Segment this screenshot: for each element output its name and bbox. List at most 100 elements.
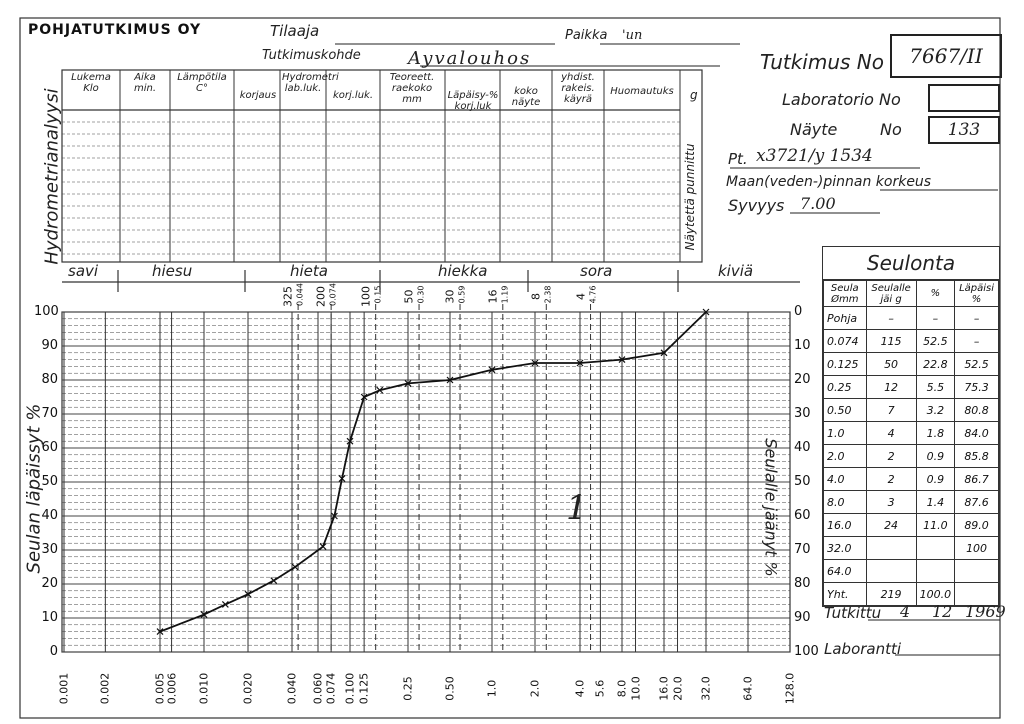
y-left-tick: 30 xyxy=(41,542,58,557)
tested-year: 1969 xyxy=(965,602,1006,621)
top-sieve-label: 30 xyxy=(443,289,457,304)
study-subject-label: Tutkimuskohde xyxy=(262,48,361,63)
sieve-cell: 219 xyxy=(865,582,917,606)
y-left-tick: 20 xyxy=(41,576,58,591)
grain-size-curve xyxy=(159,311,707,633)
x-tick: 0.060 xyxy=(311,672,325,705)
sieve-row: Yht. 219 100.0 xyxy=(823,582,999,606)
sieve-cell: – xyxy=(865,306,917,330)
sieve-cell: 4 xyxy=(865,421,917,445)
sieve-cell: 64.0 xyxy=(823,559,867,583)
top-sieve-label: 16 xyxy=(486,289,500,304)
sieve-cell: 86.7 xyxy=(954,467,999,491)
depth-value: 7.00 xyxy=(800,194,836,213)
curve-point xyxy=(221,600,229,608)
hydrometer-col-header: Lämpötila C° xyxy=(177,72,227,94)
sieve-row: 32.0 100 xyxy=(823,536,999,560)
x-tick: 0.001 xyxy=(57,672,71,705)
hydrometer-col-header: koko näyte xyxy=(511,86,541,108)
lab-label: Laborantti xyxy=(824,640,902,658)
y-left-tick: 100 xyxy=(34,304,59,319)
sieve-cell: 22.8 xyxy=(915,352,956,376)
sieve-cell: 2.0 xyxy=(823,444,867,468)
sieve-cell: 2 xyxy=(865,467,917,491)
sieve-cell: 75.3 xyxy=(954,375,999,399)
sieve-cell: 11.0 xyxy=(915,513,956,537)
top-sieve-label: 50 xyxy=(402,289,416,304)
y-right-tick: 60 xyxy=(794,508,811,523)
x-tick: 0.25 xyxy=(401,676,415,701)
y-left-tick: 0 xyxy=(49,644,58,659)
chart-annotation: 1 xyxy=(566,488,588,528)
curve-point xyxy=(291,563,299,571)
top-sieve-label: 200 xyxy=(314,286,328,307)
lab-no-label: Laboratorio No xyxy=(782,90,901,109)
hydrometer-frame xyxy=(61,69,703,263)
sieve-cell: 5.5 xyxy=(915,375,956,399)
sieve-cell: 1.8 xyxy=(915,421,956,445)
sieve-cell: 24 xyxy=(865,513,917,537)
x-tick: 0.020 xyxy=(241,672,255,705)
y-right-title: Seulalle jäänyt % xyxy=(761,438,781,577)
sieve-cell: 3.2 xyxy=(915,398,956,422)
curve-point xyxy=(244,590,252,598)
sieve-cell: 0.25 xyxy=(823,375,867,399)
hydrometer-col-header: Lukema Klo xyxy=(71,72,111,94)
curve-point xyxy=(360,393,368,401)
form-border xyxy=(19,17,1001,719)
sieve-cell: – xyxy=(954,329,999,353)
x-tick: 0.002 xyxy=(98,672,112,705)
y-right-tick: 90 xyxy=(794,610,811,625)
sieve-table-title: Seulonta xyxy=(823,247,999,280)
hydrometer-side-title: Hydrometrianalyysi xyxy=(41,88,63,265)
weighed-unit: g xyxy=(690,88,698,102)
y-left-tick: 60 xyxy=(41,440,58,455)
top-sieve-label: 0.30 xyxy=(416,285,426,304)
curve-point xyxy=(338,475,346,483)
sieve-cell: 84.0 xyxy=(954,421,999,445)
sieve-table-panel: Seulonta Seula Ømm Seulalle jäi g% Läpäisi… xyxy=(822,246,1000,607)
study-no-value: 7667/II xyxy=(890,34,1002,78)
top-sieve-label: 4 xyxy=(574,293,588,300)
soil-class-label: hiekka xyxy=(438,262,488,280)
sieve-row: 1.0 4 1.8 84.0 xyxy=(823,421,999,445)
sieve-cell: 16.0 xyxy=(823,513,867,537)
sieve-cell: 0.50 xyxy=(823,398,867,422)
sieve-cell: 100.0 xyxy=(915,582,956,606)
sieve-cell: 0.9 xyxy=(915,444,956,468)
sieve-row: 0.125 50 22.8 52.5 xyxy=(823,352,999,376)
sieve-header-cell: Läpäisi % xyxy=(954,280,999,307)
sieve-cell: 115 xyxy=(865,329,917,353)
elevation-label: Maan(veden-)pinnan korkeus xyxy=(726,174,932,190)
sieve-cell: 1.0 xyxy=(823,421,867,445)
tested-day: 4 xyxy=(900,602,911,621)
top-sieve-label: 325 xyxy=(281,286,295,307)
sieve-row: 2.0 2 0.9 85.8 xyxy=(823,444,999,468)
y-left-tick: 40 xyxy=(41,508,58,523)
lab-no-box xyxy=(928,84,1000,112)
y-right-tick: 100 xyxy=(794,644,819,659)
sieve-cell: Yht. xyxy=(823,582,867,606)
soil-class-label: sora xyxy=(580,262,613,280)
x-tick: 1.0 xyxy=(485,679,499,698)
curve-point xyxy=(531,359,539,367)
sieve-cell xyxy=(865,536,917,560)
sieve-row: 16.0 24 11.0 89.0 xyxy=(823,513,999,537)
top-sieve-label: 0.074 xyxy=(328,283,338,306)
y-right-tick: 0 xyxy=(794,304,803,319)
x-tick: 20.0 xyxy=(671,676,685,701)
sieve-row: 4.0 2 0.9 86.7 xyxy=(823,467,999,491)
x-tick: 10.0 xyxy=(629,676,643,701)
sieve-cell: 100 xyxy=(954,536,999,560)
sieve-cell xyxy=(865,559,917,583)
y-right-tick: 20 xyxy=(794,372,811,387)
sieve-cell xyxy=(954,582,999,606)
sieve-row: 64.0 xyxy=(823,559,999,583)
soil-class-label: savi xyxy=(68,262,99,280)
sieve-header-cell: % xyxy=(915,280,956,307)
y-left-tick: 80 xyxy=(41,372,58,387)
y-right-tick: 50 xyxy=(794,474,811,489)
curve-point xyxy=(702,308,710,316)
sieve-cell: 8.0 xyxy=(823,490,867,514)
